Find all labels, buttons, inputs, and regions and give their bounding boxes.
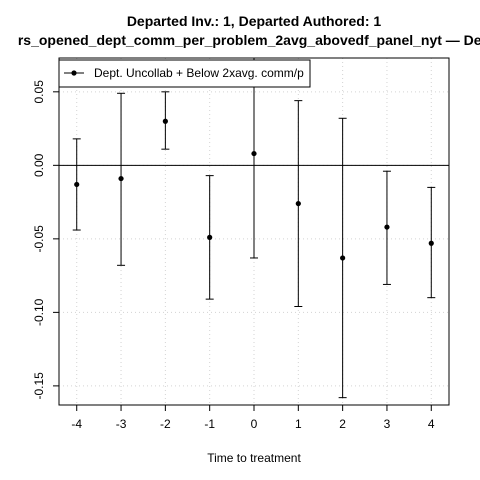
legend-point-sample (71, 70, 77, 76)
legend-box (58, 59, 311, 88)
y-tick-label: 0.00 (32, 153, 46, 177)
x-tick-label: -1 (204, 417, 215, 431)
data-point (207, 234, 213, 240)
x-axis-label: Time to treatment (207, 451, 301, 465)
data-point (384, 224, 390, 230)
y-tick-label: 0.05 (32, 80, 46, 104)
data-marks (72, 57, 436, 399)
legend-label: Dept. Uncollab + Below 2xavg. comm/p (94, 66, 304, 80)
data-point (295, 200, 301, 207)
data-point (340, 255, 346, 261)
legend: Dept. Uncollab + Below 2xavg. comm/p (58, 59, 311, 88)
x-tick-label: -4 (71, 417, 82, 431)
x-tick-label: -3 (116, 417, 127, 431)
y-tick-label: -0.15 (32, 372, 46, 400)
x-tick-label: 4 (428, 417, 435, 431)
chart-subtitle: rs_opened_dept_comm_per_problem_2avg_abo… (18, 32, 480, 48)
x-axis: -4 -3 -2 -1 0 1 2 3 4 (71, 404, 435, 431)
y-tick-label: -0.05 (32, 225, 46, 253)
data-point (251, 150, 257, 157)
data-point (118, 175, 124, 182)
data-point (74, 181, 80, 188)
x-tick-label: 0 (251, 417, 258, 431)
x-tick-label: 2 (339, 417, 346, 431)
y-tick-label: -0.10 (32, 298, 46, 326)
data-point (162, 118, 168, 124)
chart-title: Departed Inv.: 1, Departed Authored: 1 (127, 13, 382, 29)
x-tick-label: 1 (295, 417, 302, 431)
x-tick-label: -2 (160, 417, 171, 431)
y-axis: -0.15 -0.10 -0.05 0.00 0.05 (32, 80, 60, 400)
x-tick-label: 3 (384, 417, 391, 431)
data-point (428, 240, 434, 246)
